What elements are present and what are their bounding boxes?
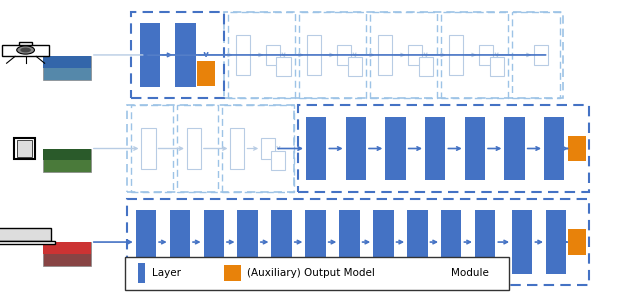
Bar bbox=[3, 45, 49, 56]
Bar bbox=[534, 45, 548, 65]
Bar bbox=[512, 12, 560, 98]
Bar bbox=[43, 56, 91, 68]
Bar bbox=[385, 116, 406, 180]
Text: (Auxiliary) Output Model: (Auxiliary) Output Model bbox=[247, 268, 375, 278]
Bar bbox=[568, 229, 586, 255]
Bar bbox=[298, 105, 589, 192]
Bar bbox=[237, 210, 258, 274]
Bar bbox=[170, 210, 190, 274]
Bar bbox=[127, 105, 294, 192]
Bar bbox=[43, 148, 91, 160]
Bar bbox=[230, 129, 244, 169]
Bar bbox=[348, 57, 362, 77]
Bar bbox=[490, 57, 504, 77]
Bar bbox=[228, 12, 295, 98]
Bar bbox=[261, 138, 275, 159]
Bar bbox=[138, 263, 145, 283]
Bar bbox=[346, 116, 366, 180]
Bar bbox=[266, 45, 280, 65]
Bar bbox=[177, 105, 218, 192]
Bar bbox=[43, 242, 91, 266]
Bar bbox=[337, 45, 351, 65]
Bar bbox=[544, 116, 564, 180]
Bar bbox=[419, 57, 433, 77]
Bar bbox=[408, 45, 422, 65]
Bar bbox=[131, 12, 224, 98]
Bar bbox=[465, 116, 485, 180]
Bar bbox=[512, 210, 532, 274]
Bar bbox=[305, 210, 326, 274]
Bar bbox=[140, 23, 160, 87]
Bar bbox=[131, 105, 173, 192]
Bar bbox=[271, 210, 292, 274]
Bar bbox=[407, 210, 428, 274]
Bar bbox=[378, 35, 392, 75]
Bar bbox=[0, 228, 51, 241]
Bar bbox=[441, 210, 461, 274]
Bar bbox=[479, 45, 493, 65]
Bar bbox=[271, 151, 285, 170]
Bar bbox=[410, 263, 445, 283]
Bar bbox=[125, 257, 509, 290]
Bar bbox=[141, 129, 156, 169]
Bar bbox=[475, 210, 495, 274]
Bar bbox=[306, 116, 326, 180]
Bar bbox=[14, 138, 35, 159]
Bar bbox=[224, 12, 563, 98]
Bar bbox=[19, 42, 32, 45]
Bar bbox=[222, 105, 294, 192]
Text: Layer: Layer bbox=[152, 268, 180, 278]
Bar bbox=[546, 210, 566, 274]
Bar bbox=[43, 242, 91, 254]
Bar bbox=[204, 210, 224, 274]
Bar bbox=[425, 116, 445, 180]
Bar bbox=[276, 57, 291, 77]
Bar bbox=[236, 35, 250, 75]
Bar bbox=[17, 140, 31, 157]
Circle shape bbox=[17, 46, 35, 54]
Bar bbox=[43, 148, 91, 172]
Bar bbox=[136, 210, 156, 274]
Bar bbox=[441, 12, 508, 98]
Bar bbox=[449, 35, 463, 75]
Bar bbox=[339, 210, 360, 274]
Bar bbox=[187, 129, 201, 169]
Bar bbox=[504, 116, 525, 180]
Bar bbox=[299, 12, 366, 98]
Bar bbox=[127, 199, 589, 285]
Text: Module: Module bbox=[451, 268, 489, 278]
Bar bbox=[0, 241, 55, 244]
Bar bbox=[43, 56, 91, 80]
Bar bbox=[568, 136, 586, 161]
Bar bbox=[175, 23, 196, 87]
Bar bbox=[373, 210, 394, 274]
Bar bbox=[224, 265, 241, 282]
Circle shape bbox=[20, 48, 31, 53]
Bar bbox=[307, 35, 321, 75]
Bar bbox=[370, 12, 437, 98]
Bar bbox=[197, 61, 215, 86]
